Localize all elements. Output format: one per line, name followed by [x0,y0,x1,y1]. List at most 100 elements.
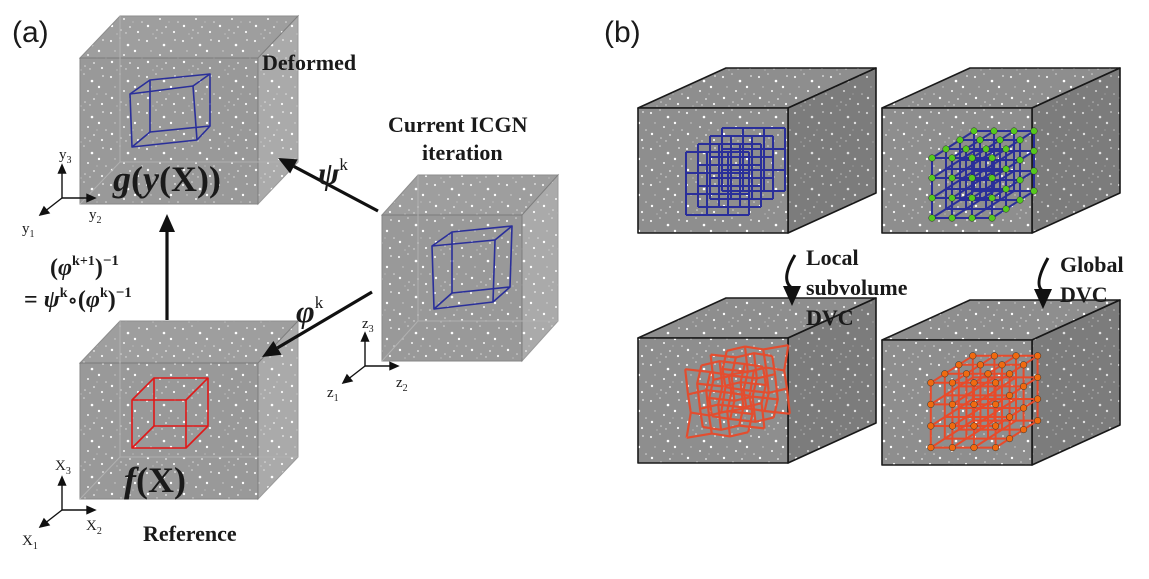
mesh-node [992,400,1000,408]
axis-z2-label: z2 [396,375,408,394]
mesh-node [984,370,992,378]
mesh-node [988,154,996,162]
local-cube-bottom [637,297,877,464]
reference-subvolume [131,377,209,449]
global-mesh-deformed [927,352,1042,452]
mesh-node [928,174,936,182]
mesh-node [927,444,935,452]
mesh-node [1034,352,1042,360]
mesh-node [948,444,956,452]
global-dvc-line1: Global [1060,252,1124,277]
mesh-node [1002,145,1010,153]
panel-b-label: (b) [604,16,641,49]
reference-function-label: f(X) [124,460,186,500]
mesh-nodes [927,352,1042,452]
mesh-node [1016,176,1024,184]
mesh-node [969,352,977,360]
axis-z1-label: z1 [327,385,339,404]
reference-cube [78,319,300,501]
mesh-node [948,174,956,182]
mesh-node [956,136,964,144]
arrow-local-dvc [783,254,801,306]
mesh-node [968,214,976,222]
local-subvolume-grid-undeformed [685,127,786,216]
mesh-node [928,194,936,202]
mesh-node [955,361,963,369]
current-iteration-label-line2: iteration [422,140,503,165]
mesh-node [1034,395,1042,403]
mesh-node [976,361,984,369]
mesh-node [1010,127,1018,135]
deformed-subvolume [129,73,211,148]
mesh-node [927,400,935,408]
mesh-node [1030,147,1038,155]
mesh-node [1020,382,1028,390]
mesh-node [1020,404,1028,412]
local-subvolume-grid-deformed [684,344,791,439]
mesh-node [1002,205,1010,213]
local-dvc-line2: subvolume [806,275,908,300]
arrow-psi [278,158,379,213]
mesh-node [996,136,1004,144]
mesh-node [1030,167,1038,175]
mesh-node [941,370,949,378]
mesh-node [970,444,978,452]
mesh-node [1034,417,1042,425]
deformed-label: Deformed [262,50,356,75]
panel-a-label: (a) [12,16,49,49]
mesh-node [968,194,976,202]
deformed-cube [78,14,300,206]
mesh-node [1034,373,1042,381]
mesh-node [927,422,935,430]
mesh-node [962,370,970,378]
mesh-node [970,127,978,135]
mesh-node [1030,127,1038,135]
mesh-node [1006,391,1014,399]
axis-x1-label: X1 [22,533,38,552]
composition-line2: = ψk∘(φk)−1 [24,285,132,313]
mesh-node [990,127,998,135]
mesh-node [948,379,956,387]
mesh-node [948,214,956,222]
cube-front-face [79,57,259,205]
mesh-node [1006,413,1014,421]
mesh-node [1006,435,1014,443]
local-cube-top [637,67,877,234]
global-dvc-line2: DVC [1060,282,1108,307]
arrow-global-dvc [1034,257,1052,309]
mesh-node [1020,426,1028,434]
psi-k-label: ψk [318,155,348,191]
axis-x3-label: X3 [55,458,71,477]
mesh-node [1016,156,1024,164]
mesh-node [1020,361,1028,369]
cube-hidden-edge [79,456,121,500]
mesh-node [1016,136,1024,144]
mesh-node [968,154,976,162]
axis-y2-label: y2 [89,207,102,226]
arrow-composition [159,214,175,320]
phi-k-label: φk [296,293,324,329]
mesh-node [1006,370,1014,378]
mesh-node [992,379,1000,387]
cube-front-face [637,337,789,464]
axes-current [341,331,400,385]
mesh-node [988,174,996,182]
mesh-node [976,136,984,144]
mesh-node [948,400,956,408]
mesh-node [1016,196,1024,204]
cube-hidden-edge [381,320,419,362]
arrow-phi [262,290,373,357]
local-dvc-line3: DVC [806,305,854,330]
current-iteration-label-line1: Current ICGN [388,112,528,137]
mesh-node [928,214,936,222]
mesh-node [968,174,976,182]
mesh-node [970,400,978,408]
cube-shade [788,68,876,233]
mesh-node [928,154,936,162]
mesh-node [970,422,978,430]
mesh-node [948,154,956,162]
composition-line1: (φk+1)−1 [50,253,119,281]
mesh-node [992,444,1000,452]
